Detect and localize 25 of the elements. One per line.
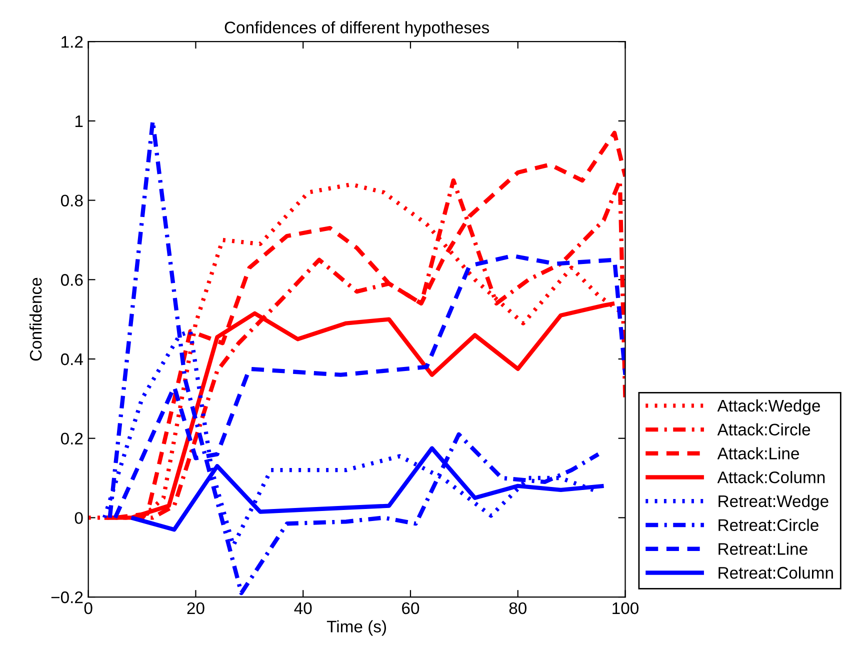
legend-label: Retreat:Line — [718, 542, 808, 555]
x-tick-label: 100 — [612, 602, 639, 614]
chart-title: Confidences of different hypotheses — [224, 21, 490, 37]
legend-label: Retreat:Circle — [718, 518, 818, 531]
legend-label: Retreat:Wedge — [718, 494, 828, 510]
legend-label: Attack:Column — [717, 471, 825, 484]
y-tick-label: 1.2 — [62, 36, 83, 48]
y-tick-label: 1 — [75, 116, 83, 127]
y-tick-label: 0.2 — [60, 432, 83, 445]
y-tick-label: 0 — [74, 512, 83, 524]
y-tick-label: 0.4 — [60, 353, 83, 366]
legend-label: Attack:Circle — [717, 423, 810, 436]
legend-label: Retreat:Column — [718, 566, 833, 579]
y-tick-label: 0.6 — [60, 274, 83, 286]
x-tick-label: 20 — [187, 602, 204, 614]
x-tick-label: 80 — [509, 602, 526, 614]
y-tick-label: −0.2 — [51, 591, 83, 604]
legend-label: Attack:Wedge — [717, 399, 820, 415]
x-tick-label: 0 — [84, 602, 92, 614]
y-tick-label: 0.8 — [60, 194, 83, 206]
legend-label: Attack:Line — [717, 447, 799, 460]
y-axis-title: Confidence — [29, 278, 42, 361]
x-tick-label: 60 — [402, 602, 420, 614]
x-axis-title: Time (s) — [326, 620, 386, 636]
x-tick-label: 40 — [294, 602, 312, 614]
